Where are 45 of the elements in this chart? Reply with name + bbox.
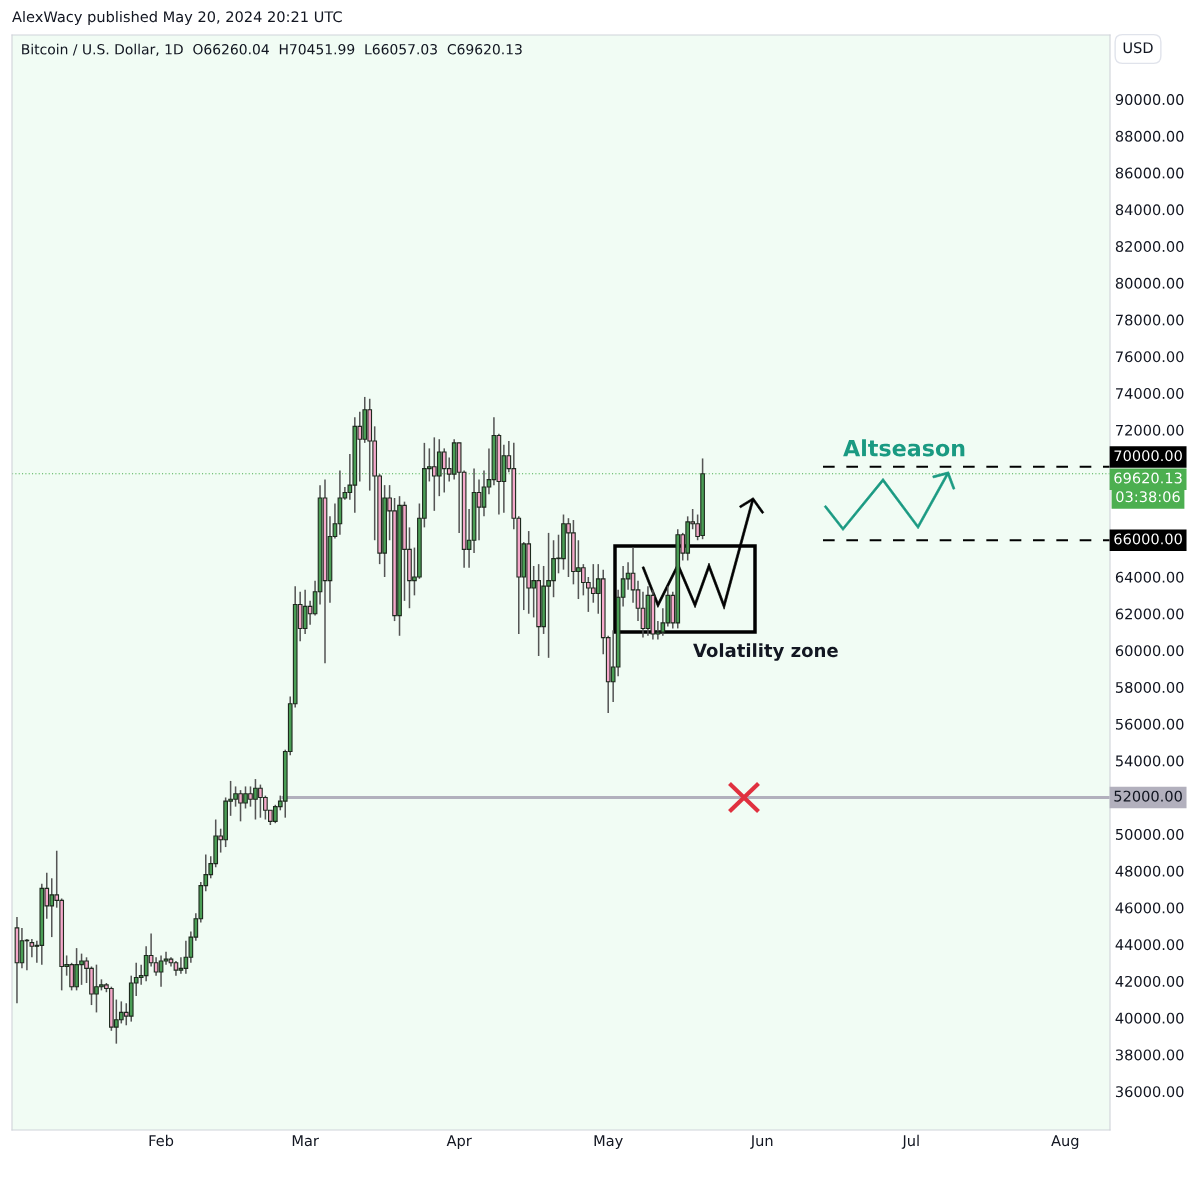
y-tick-label: 48000.00 (1115, 865, 1184, 877)
x-tick-label: Feb (149, 1134, 174, 1147)
y-tick-label: 90000.00 (1115, 94, 1184, 106)
y-tick-label: 84000.00 (1115, 204, 1184, 216)
y-tick-label: 60000.00 (1115, 645, 1184, 657)
y-tick-label: 78000.00 (1116, 314, 1184, 326)
y-tick-label: 64000.00 (1115, 571, 1184, 583)
y-tick-label: 54000.00 (1115, 755, 1184, 767)
candlestick (19, 927, 25, 970)
ref-line-label: 52000.00 (1114, 790, 1182, 802)
text: 03:38:06 (1116, 491, 1180, 503)
y-tick-label: 46000.00 (1115, 902, 1184, 914)
ref-line-label: 66000.00 (1114, 533, 1182, 545)
text: AlexWacy published May 20, 2024 20:21 UTC (12, 10, 342, 26)
y-tick-label: 62000.00 (1115, 608, 1184, 620)
text: Bitcoin / U.S. Dollar, 1D O66260.04 H70451.99 L66057.03 C69620.13 (22, 43, 522, 56)
y-tick-label: 38000.00 (1115, 1049, 1184, 1061)
y-tick-label: 36000.00 (1115, 1086, 1184, 1098)
ref-line-label: 69620.13 (1114, 472, 1182, 484)
y-tick-label: 74000.00 (1116, 387, 1184, 400)
y-tick-label: 88000.00 (1115, 130, 1184, 142)
y-tick-label: 76000.00 (1116, 351, 1184, 363)
y-tick-label: 86000.00 (1115, 167, 1184, 179)
y-tick-label: 50000.00 (1115, 828, 1184, 840)
x-tick-label: Mar (292, 1135, 319, 1147)
y-tick-label: 72000.00 (1116, 424, 1184, 436)
text: USD (1123, 42, 1153, 54)
candlestick (153, 956, 159, 977)
y-tick-label: 80000.00 (1115, 277, 1184, 289)
candlestick (178, 956, 184, 975)
y-tick-label: 40000.00 (1115, 1012, 1184, 1024)
y-tick-label: 58000.00 (1115, 681, 1184, 693)
ref-line-label: 70000.00 (1114, 450, 1182, 462)
y-tick-label: 82000.00 (1115, 241, 1184, 253)
y-tick-label: 44000.00 (1115, 939, 1184, 951)
x-tick-label: Aug (1051, 1135, 1079, 1149)
y-tick-label: 56000.00 (1115, 718, 1184, 730)
annotation: Altseason (843, 439, 965, 457)
x-tick-label: Jun (750, 1135, 773, 1149)
annotation: Volatility zone (693, 643, 838, 661)
y-tick-label: 42000.00 (1115, 975, 1184, 987)
candlestick (158, 954, 164, 988)
x-tick-label: Jul (901, 1134, 919, 1149)
x-tick-label: May (594, 1135, 623, 1149)
x-tick-label: Apr (446, 1135, 472, 1149)
